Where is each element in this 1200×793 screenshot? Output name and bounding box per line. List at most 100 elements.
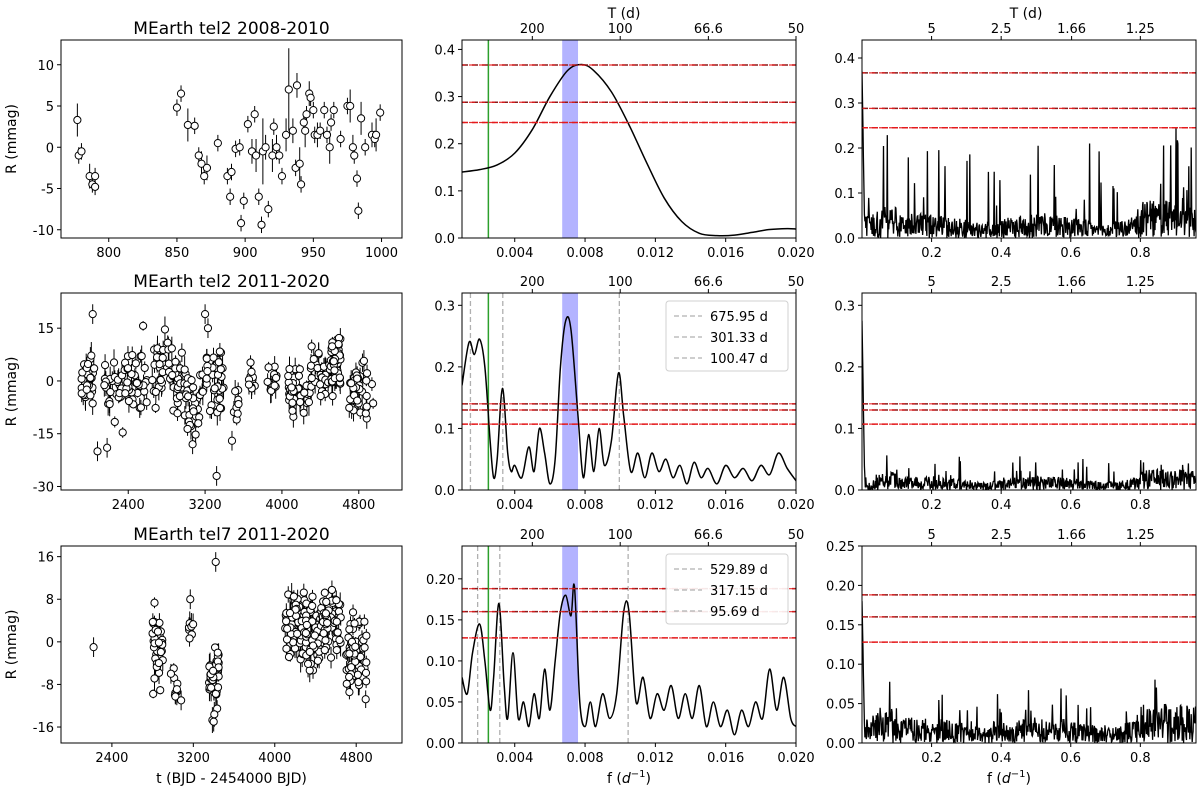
lightcurve-3-point <box>332 617 341 626</box>
lightcurve-2-point <box>131 359 140 368</box>
lightcurve-3-point <box>362 658 371 667</box>
lightcurve-1-ytick-label: 0 <box>46 141 54 156</box>
lightcurve-2-point <box>100 360 110 370</box>
periodogram-full-2-power-curve <box>862 320 1196 490</box>
periodogram-zoom-2-ytick-label: 0.1 <box>434 422 455 437</box>
lightcurve-1-point <box>277 172 287 181</box>
lightcurve-3-point <box>354 678 363 687</box>
periodogram-zoom-1-xtick-label: 0.004 <box>496 246 533 261</box>
lightcurve-3-ytick-label: 16 <box>37 551 54 566</box>
lightcurve-1-point <box>272 143 281 152</box>
periodogram-zoom-2-plot <box>462 293 796 490</box>
periodogram-full-3-toptick-label: 2.5 <box>991 528 1012 543</box>
lightcurve-1-point <box>309 106 318 115</box>
lightcurve-3-point <box>319 629 328 638</box>
lightcurve-1-point <box>251 151 261 160</box>
lightcurve-2-ytick-label: -15 <box>33 428 54 443</box>
periodogram-zoom-2-toptick-label: 100 <box>608 275 633 290</box>
lightcurve-2-point <box>214 358 223 367</box>
lightcurve-3-point <box>166 669 176 678</box>
lightcurve-2-xtick-label: 3200 <box>189 498 222 513</box>
periodogram-full-1-toptick-label: 2.5 <box>991 22 1012 37</box>
lightcurve-2-point <box>168 371 177 380</box>
periodogram-full-3-power-curve <box>862 601 1196 743</box>
periodogram-full-2-xtick-label: 0.8 <box>1130 498 1151 513</box>
lightcurve-1-point <box>235 143 244 152</box>
periodogram-zoom-1-toptick-label: 100 <box>608 22 633 37</box>
lightcurve-1-point <box>306 93 315 102</box>
periodogram-zoom-2-band <box>562 293 579 490</box>
lightcurve-2-point <box>88 310 97 319</box>
lightcurve-1-point <box>261 143 270 152</box>
lightcurve-3-frame <box>60 545 403 744</box>
lightcurve-3-point <box>155 618 164 627</box>
lightcurve-2-point <box>106 387 115 397</box>
periodogram-zoom-1-top-label: T (d) <box>607 6 641 22</box>
periodogram-full-2-xtick-label: 0.6 <box>1060 498 1081 513</box>
periodogram-full-2-ytick-label: 0.3 <box>834 299 855 314</box>
periodogram-full-3-xtick-label: 0.2 <box>921 751 942 766</box>
lightcurve-2-point <box>263 377 272 386</box>
periodogram-zoom-3-legend-label: 529.89 d <box>710 563 768 578</box>
periodogram-full-1-ytick-label: 0.4 <box>834 52 855 67</box>
lightcurve-3-point <box>282 644 291 653</box>
lightcurve-2-point <box>288 398 297 407</box>
lightcurve-1-point <box>320 106 329 115</box>
lightcurve-2-point <box>105 399 114 409</box>
lightcurve-2-point <box>330 366 339 375</box>
lightcurve-2-point <box>295 398 305 407</box>
lightcurve-2-frame <box>60 292 403 491</box>
lightcurve-2-point <box>194 419 203 428</box>
periodogram-zoom-3-xtick-label: 0.008 <box>566 751 603 766</box>
lightcurve-2-point <box>307 373 316 383</box>
lightcurve-2-ylabel: R (mmag) <box>4 357 20 427</box>
lightcurve-1-point <box>172 103 182 112</box>
periodogram-zoom-1-ytick-label: 0.4 <box>434 43 455 58</box>
periodogram-zoom-1-toptick-label: 200 <box>520 22 545 37</box>
periodogram-full-1-xtick-label: 0.6 <box>1060 246 1081 261</box>
lightcurve-1-point <box>226 192 235 201</box>
lightcurve-2-point <box>90 364 99 373</box>
lightcurve-2-point <box>156 375 165 385</box>
periodogram-zoom-3-power-curve <box>462 583 796 736</box>
lightcurve-1-point <box>264 205 273 214</box>
lightcurve-2-point <box>88 399 97 408</box>
periodogram-zoom-3-xlabel: f (d−1) <box>607 769 651 787</box>
lightcurve-2-xtick-label: 4000 <box>265 498 298 513</box>
lightcurve-3-point <box>350 619 359 628</box>
periodogram-zoom-3-ytick-label: 0.00 <box>426 737 455 752</box>
lightcurve-3-point <box>320 588 329 597</box>
periodogram-full-1-plot <box>862 71 1196 238</box>
lightcurve-1-point <box>183 120 192 130</box>
periodogram-zoom-3-xtick-label: 0.012 <box>637 751 674 766</box>
periodogram-zoom-2-toptick-label: 200 <box>520 275 545 290</box>
lightcurve-1-point <box>91 182 100 191</box>
periodogram-full-2-ytick-label: 0.1 <box>834 422 855 437</box>
lightcurve-3-point <box>308 601 317 611</box>
lightcurve-1-point <box>296 180 306 189</box>
lightcurve-1-point <box>301 126 310 135</box>
periodogram-full-2-xtick-label: 0.2 <box>921 498 942 513</box>
periodogram-zoom-1-ytick-label: 0.3 <box>434 91 455 106</box>
lightcurve-1-point <box>356 114 366 123</box>
lightcurve-2-point <box>189 407 198 416</box>
lightcurve-2-point <box>316 391 325 401</box>
lightcurve-3-xtick-label: 2400 <box>95 751 128 766</box>
periodogram-zoom-2-power-curve <box>462 315 796 485</box>
lightcurve-1-point <box>73 115 82 125</box>
lightcurve-2-point <box>353 374 362 383</box>
lightcurve-3-point <box>360 617 369 626</box>
lightcurve-1-point <box>361 143 370 152</box>
lightcurve-2-point <box>362 369 372 378</box>
lightcurve-2-title: MEarth tel2 2011-2020 <box>133 272 329 292</box>
lightcurve-3-point <box>362 631 371 640</box>
lightcurve-1-point <box>200 172 209 181</box>
periodogram-zoom-1-frame <box>461 39 797 239</box>
lightcurve-3-point <box>207 683 216 692</box>
periodogram-zoom-3-ytick-label: 0.15 <box>426 614 455 629</box>
lightcurve-3-point <box>305 647 314 657</box>
lightcurve-2-point <box>93 447 102 456</box>
lightcurve-1-point <box>346 101 355 111</box>
lightcurve-3-point <box>154 658 163 668</box>
lightcurve-2-point <box>200 310 210 319</box>
